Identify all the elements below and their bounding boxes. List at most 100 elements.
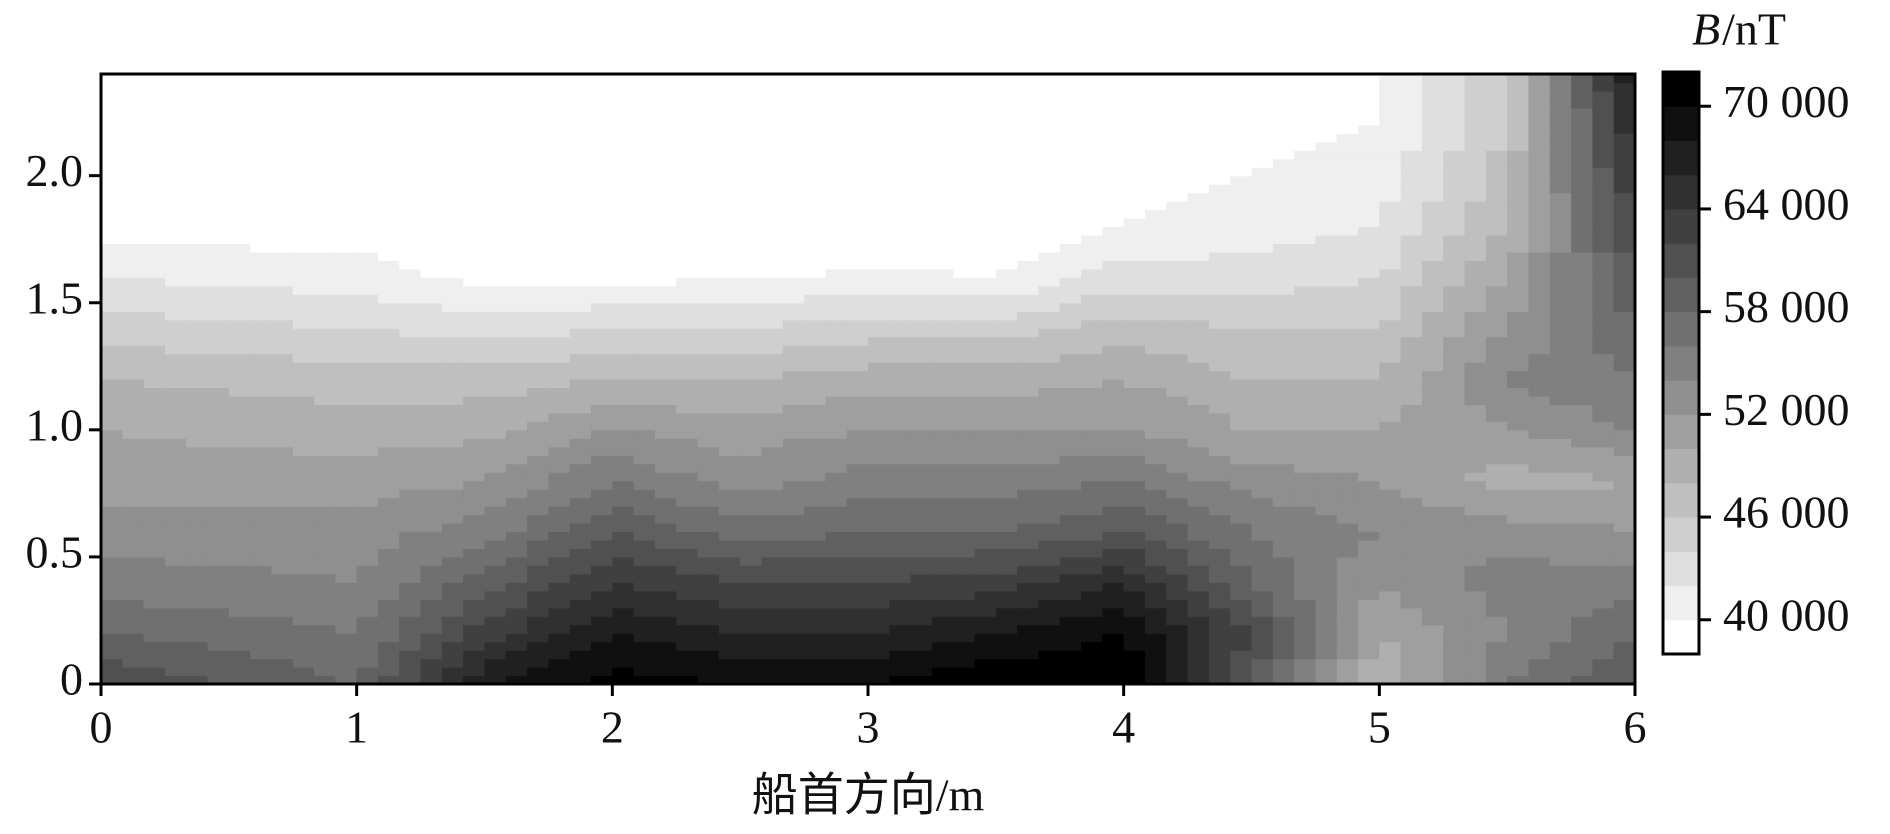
contour-cell bbox=[868, 336, 890, 346]
contour-cell bbox=[910, 328, 933, 338]
contour-cell bbox=[974, 641, 997, 651]
contour-cell bbox=[1038, 446, 1061, 456]
contour-cell bbox=[377, 167, 400, 177]
contour-cell bbox=[207, 556, 230, 566]
contour-cell bbox=[1208, 379, 1231, 389]
contour-cell bbox=[1315, 565, 1338, 575]
contour-cell bbox=[143, 624, 166, 634]
contour-cell bbox=[591, 226, 613, 236]
contour-cell bbox=[101, 675, 123, 685]
contour-cell bbox=[804, 107, 826, 117]
contour-cell bbox=[1379, 633, 1402, 643]
contour-cell bbox=[1272, 523, 1295, 533]
contour-cell bbox=[1038, 184, 1061, 194]
contour-cell bbox=[1315, 319, 1338, 329]
contour-cell bbox=[463, 158, 486, 168]
contour-cell bbox=[228, 480, 251, 490]
contour-cell bbox=[1358, 489, 1380, 499]
contour-cell bbox=[1038, 650, 1061, 660]
contour-cell bbox=[1166, 141, 1189, 151]
contour-cell bbox=[569, 641, 592, 651]
contour-cell bbox=[548, 582, 571, 592]
contour-cell bbox=[1230, 209, 1253, 219]
contour-cell bbox=[1059, 523, 1082, 533]
contour-cell bbox=[1208, 192, 1231, 202]
contour-cell bbox=[1294, 514, 1317, 524]
contour-cell bbox=[505, 412, 528, 422]
contour-cell bbox=[314, 116, 336, 126]
contour-cell bbox=[399, 336, 422, 346]
contour-cell bbox=[228, 345, 251, 355]
contour-cell bbox=[633, 675, 656, 685]
contour-cell bbox=[484, 82, 507, 92]
contour-cell bbox=[1230, 192, 1253, 202]
contour-cell bbox=[1208, 234, 1231, 245]
contour-cell bbox=[697, 107, 720, 117]
contour-cell bbox=[718, 472, 741, 482]
contour-cell bbox=[1144, 633, 1167, 643]
contour-cell bbox=[1443, 201, 1466, 211]
contour-cell bbox=[1336, 277, 1359, 287]
contour-cell bbox=[591, 607, 613, 617]
contour-cell bbox=[1358, 472, 1380, 482]
contour-cell bbox=[143, 506, 166, 516]
contour-cell bbox=[1549, 311, 1572, 321]
contour-cell bbox=[463, 218, 486, 228]
contour-cell bbox=[1187, 226, 1210, 236]
contour-cell bbox=[953, 658, 976, 668]
contour-cell bbox=[399, 497, 422, 507]
contour-cell bbox=[463, 463, 486, 473]
contour-cell bbox=[1123, 624, 1146, 634]
contour-cell bbox=[1571, 268, 1593, 278]
contour-cell bbox=[441, 412, 464, 422]
contour-cell bbox=[356, 336, 379, 346]
contour-cell bbox=[1166, 285, 1189, 295]
contour-cell bbox=[122, 404, 145, 414]
contour-cell bbox=[292, 277, 315, 287]
contour-cell bbox=[356, 395, 379, 406]
contour-cell bbox=[1592, 624, 1615, 634]
contour-cell bbox=[1379, 167, 1402, 177]
contour-cell bbox=[931, 412, 954, 422]
contour-cell bbox=[761, 99, 784, 109]
contour-cell bbox=[1294, 251, 1317, 261]
contour-cell bbox=[1507, 302, 1530, 312]
contour-cell bbox=[1443, 429, 1466, 439]
contour-cell bbox=[271, 209, 294, 219]
contour-cell bbox=[804, 667, 826, 677]
contour-cell bbox=[101, 124, 123, 134]
contour-cell bbox=[1166, 506, 1189, 516]
contour-cell bbox=[995, 192, 1018, 202]
contour-cell bbox=[1251, 616, 1274, 626]
contour-cell bbox=[548, 480, 571, 490]
contour-cell bbox=[1208, 209, 1231, 219]
contour-cell bbox=[846, 463, 869, 473]
contour-cell bbox=[974, 446, 997, 456]
contour-cell bbox=[548, 362, 571, 372]
contour-cell bbox=[718, 167, 741, 177]
contour-cell bbox=[505, 472, 528, 482]
contour-cell bbox=[931, 90, 954, 101]
contour-cell bbox=[292, 429, 315, 439]
contour-cell bbox=[164, 311, 187, 321]
contour-cell bbox=[1102, 302, 1125, 312]
contour-cell bbox=[484, 90, 507, 101]
contour-cell bbox=[399, 616, 422, 626]
contour-cell bbox=[569, 116, 592, 126]
contour-cell bbox=[1571, 429, 1593, 439]
contour-cell bbox=[1379, 446, 1402, 456]
contour-cell bbox=[1208, 158, 1231, 168]
contour-cell bbox=[889, 251, 912, 261]
contour-cell bbox=[1549, 353, 1572, 363]
contour-cell bbox=[548, 167, 571, 177]
contour-cell bbox=[505, 133, 528, 143]
contour-cell bbox=[1144, 150, 1167, 160]
contour-cell bbox=[889, 582, 912, 592]
contour-cell bbox=[207, 319, 230, 329]
contour-cell bbox=[441, 455, 464, 465]
contour-cell bbox=[1081, 548, 1103, 558]
contour-cell bbox=[953, 345, 976, 355]
contour-cell bbox=[122, 150, 145, 160]
contour-cell bbox=[441, 167, 464, 177]
contour-cell bbox=[420, 675, 443, 685]
